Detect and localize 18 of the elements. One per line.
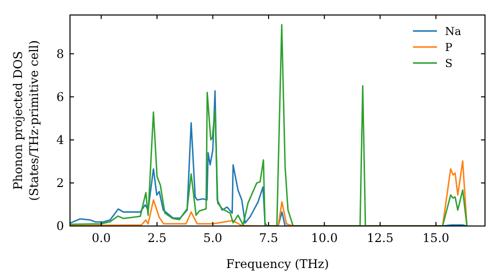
x-axis-title: Frequency (THz)	[226, 257, 329, 271]
y-axis-title: Phonon projected DOS (States/THz·primitive cell)	[11, 40, 41, 201]
legend-label: P	[445, 41, 453, 54]
y-tick-label: 6	[56, 90, 64, 104]
y-tick-label: 0	[56, 219, 64, 233]
y-tick-label: 4	[56, 132, 64, 147]
x-tick-label: 2.5	[147, 231, 167, 245]
legend-label: S	[445, 57, 453, 70]
y-tick-label: 2	[56, 176, 64, 190]
line-series	[70, 24, 468, 226]
x-tick-label: 12.5	[366, 231, 394, 245]
x-tick-label: 15.0	[422, 231, 450, 245]
x-tick-label: 7.5	[259, 231, 278, 245]
y-tick-label: 8	[56, 46, 64, 61]
x-tick-label: 0.0	[92, 231, 111, 245]
x-tick-label: 10.0	[310, 231, 338, 245]
legend-label: Na	[445, 25, 462, 38]
x-tick-label: 5.0	[203, 231, 222, 245]
